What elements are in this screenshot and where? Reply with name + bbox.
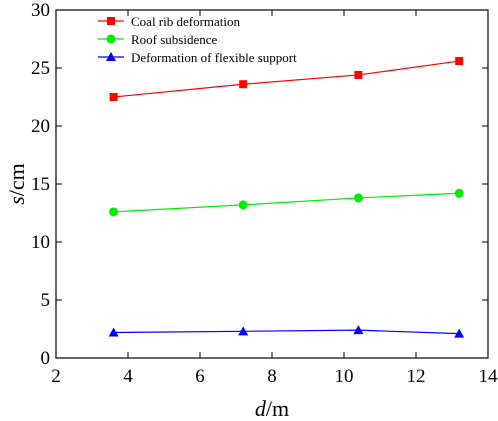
x-axis-label: d/m [255, 396, 289, 421]
data-point-circle [353, 193, 363, 203]
data-point-circle [238, 200, 248, 210]
legend: Coal rib deformation Roof subsidence Def… [98, 14, 297, 65]
y-tick-label: 15 [31, 174, 50, 195]
series-line-1 [113, 192, 460, 213]
data-point-square [239, 80, 248, 89]
y-axis-label: s/cm [4, 163, 29, 205]
y-tick-label: 5 [41, 290, 51, 311]
series-line-0 [113, 60, 460, 98]
y-axis-variable: s [4, 196, 29, 205]
x-tick-label: 14 [479, 366, 498, 387]
x-tick-label: 4 [123, 366, 133, 387]
data-point-triangle [238, 326, 249, 336]
y-tick-label: 25 [31, 58, 50, 79]
x-axis-unit: /m [266, 396, 289, 421]
series-layer [108, 57, 465, 338]
data-point-triangle [353, 325, 364, 335]
data-point-circle [454, 188, 464, 198]
legend-marker-circle [106, 34, 116, 44]
data-point-triangle [454, 328, 465, 338]
legend-label-coal-rib: Coal rib deformation [131, 14, 241, 29]
y-axis-unit: /cm [4, 163, 29, 196]
data-point-square [109, 93, 118, 101]
legend-label-roof: Roof subsidence [131, 32, 218, 47]
legend-item-coal-rib: Coal rib deformation [98, 14, 241, 29]
data-point-circle [109, 207, 119, 217]
y-tick-label: 30 [31, 0, 50, 21]
x-tick-label: 8 [267, 366, 277, 387]
x-tick-label: 10 [335, 366, 354, 387]
legend-marker-triangle [106, 52, 116, 61]
y-tick-label: 10 [31, 232, 50, 253]
legend-item-roof: Roof subsidence [98, 32, 218, 47]
x-tick-label: 2 [51, 366, 61, 387]
data-point-square [455, 57, 464, 66]
x-tick-label: 12 [407, 366, 426, 387]
y-tick-label: 20 [31, 116, 50, 137]
x-axis-variable: d [255, 396, 267, 421]
legend-item-flexible-support: Deformation of flexible support [98, 50, 297, 65]
y-tick-label: 0 [41, 348, 51, 369]
series-line-2 [113, 329, 460, 335]
legend-marker-square [107, 17, 115, 25]
data-point-triangle [108, 327, 119, 337]
x-tick-label: 6 [195, 366, 205, 387]
legend-label-flexible-support: Deformation of flexible support [131, 50, 297, 65]
axis-ticks: 2 4 6 8 10 12 14 0 5 10 15 20 25 30 [31, 0, 498, 387]
data-point-square [354, 70, 363, 79]
